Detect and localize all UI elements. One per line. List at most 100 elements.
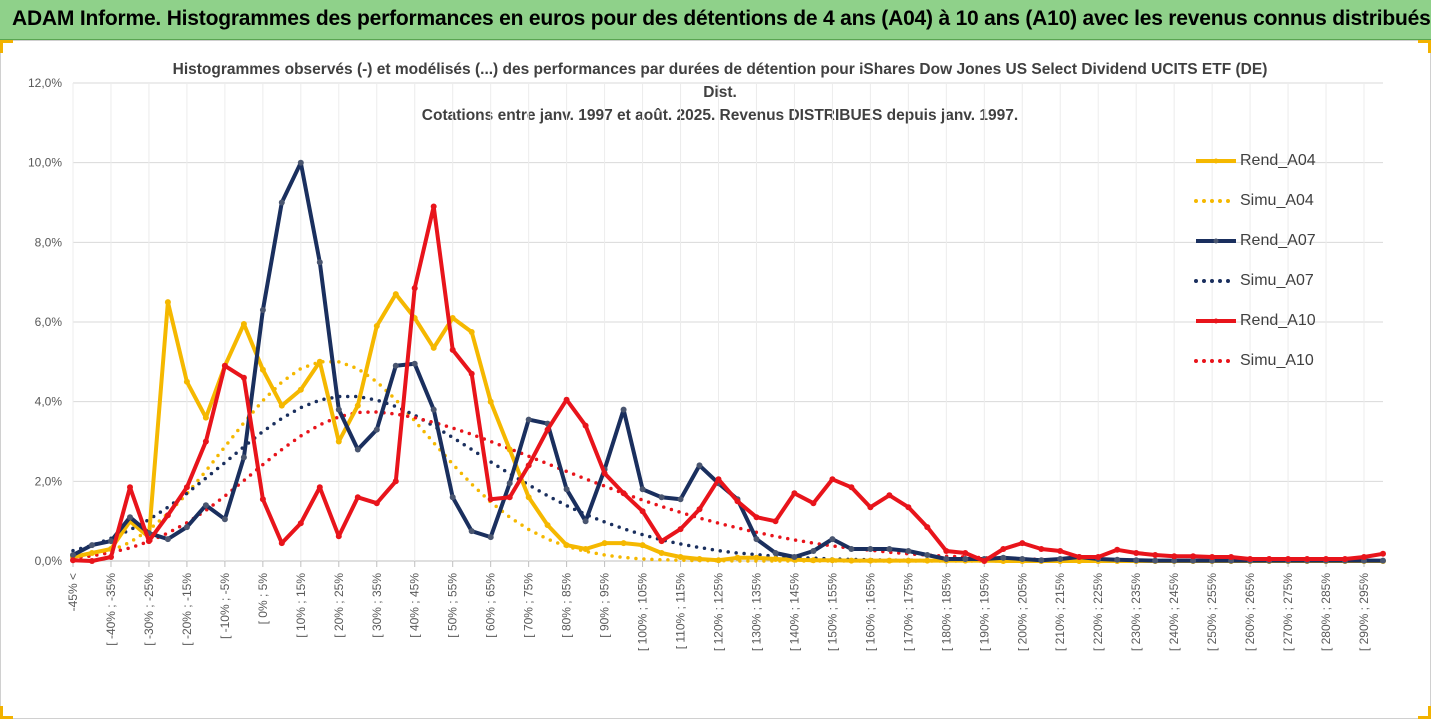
frame-corner-handle[interactable] bbox=[0, 706, 13, 719]
report-title: ADAM Informe. Histogrammes des performan… bbox=[12, 7, 1431, 30]
data-point bbox=[183, 378, 190, 385]
data-point bbox=[1304, 556, 1311, 562]
data-point bbox=[373, 323, 380, 329]
legend-swatch-rend-a04 bbox=[1196, 158, 1236, 164]
data-point bbox=[810, 557, 817, 564]
data-point bbox=[734, 498, 741, 505]
series-markers-rend-a07 bbox=[70, 159, 1386, 564]
data-point bbox=[240, 374, 247, 381]
data-point bbox=[582, 518, 589, 525]
data-point bbox=[278, 199, 285, 206]
data-point bbox=[1266, 556, 1273, 562]
data-point bbox=[981, 558, 988, 564]
data-point bbox=[924, 552, 931, 558]
data-point bbox=[582, 422, 589, 429]
data-point bbox=[70, 552, 76, 558]
legend-label: Simu_A04 bbox=[1240, 192, 1314, 209]
data-point bbox=[468, 528, 475, 535]
data-point bbox=[1019, 556, 1026, 562]
data-point bbox=[1000, 554, 1007, 561]
chart-legend: Rend_A04 Simu_A04 Rend_A07 Simu_A07 Rend… bbox=[1190, 150, 1360, 390]
data-point bbox=[867, 557, 874, 564]
data-point bbox=[316, 259, 323, 266]
series-line-simu-a10 bbox=[71, 410, 1385, 563]
data-point bbox=[1000, 546, 1007, 552]
x-tick-label: [ 190% ; 195% bbox=[977, 573, 991, 651]
data-point bbox=[1190, 553, 1197, 560]
data-point bbox=[506, 446, 513, 453]
x-tick-label: [ 30% ; 35% bbox=[370, 573, 384, 638]
data-point bbox=[1209, 554, 1216, 560]
data-point bbox=[164, 299, 171, 306]
series-line-simu-a07 bbox=[71, 394, 1385, 563]
data-point bbox=[696, 506, 703, 513]
data-point bbox=[430, 344, 437, 351]
data-point bbox=[221, 362, 228, 369]
data-point bbox=[1380, 550, 1386, 557]
x-tick-label: [ 180% ; 185% bbox=[939, 573, 953, 651]
x-tick-label: [ 230% ; 235% bbox=[1129, 573, 1143, 651]
legend-item: Rend_A07 bbox=[1190, 230, 1360, 270]
data-point bbox=[734, 554, 741, 561]
data-point bbox=[1114, 546, 1121, 553]
data-point bbox=[867, 504, 874, 511]
series-line-rend-a04 bbox=[71, 292, 1385, 563]
legend-swatch-simu-a07 bbox=[1194, 279, 1238, 283]
x-tick-label: [ 110% ; 115% bbox=[674, 573, 688, 650]
data-point bbox=[1057, 548, 1064, 554]
data-point bbox=[715, 476, 722, 483]
x-tick-label: [ 80% ; 85% bbox=[560, 573, 574, 638]
y-tick-label: 0,0% bbox=[35, 554, 63, 568]
data-point bbox=[202, 502, 209, 509]
data-point bbox=[1342, 556, 1348, 562]
data-point bbox=[183, 524, 190, 531]
chart-title-line-2: Dist. bbox=[703, 84, 737, 101]
data-point bbox=[259, 307, 266, 313]
data-point bbox=[772, 550, 779, 556]
series-line-rend-a10 bbox=[71, 204, 1385, 563]
y-tick-label: 10,0% bbox=[28, 156, 62, 170]
data-point bbox=[70, 557, 76, 564]
data-point bbox=[89, 542, 95, 549]
series-markers-rend-a10 bbox=[70, 203, 1386, 564]
data-point bbox=[297, 386, 304, 393]
frame-corner-handle[interactable] bbox=[1418, 706, 1431, 719]
data-point bbox=[89, 550, 95, 556]
frame-corner-handle[interactable] bbox=[0, 40, 13, 53]
x-tick-label: [ 130% ; 135% bbox=[749, 573, 763, 651]
data-point bbox=[259, 366, 266, 373]
data-point bbox=[1361, 554, 1367, 560]
x-tick-label: [ 20% ; 25% bbox=[332, 573, 346, 638]
data-point bbox=[829, 557, 836, 564]
data-point bbox=[943, 548, 950, 554]
data-point bbox=[392, 291, 399, 298]
data-point bbox=[108, 554, 114, 560]
legend-item: Rend_A10 bbox=[1190, 310, 1360, 350]
data-point bbox=[639, 542, 646, 549]
data-point bbox=[1247, 556, 1254, 562]
data-point bbox=[620, 490, 627, 497]
legend-label: Simu_A07 bbox=[1240, 272, 1314, 289]
data-point bbox=[696, 462, 703, 469]
legend-label: Simu_A10 bbox=[1240, 352, 1314, 369]
data-point bbox=[753, 536, 760, 543]
legend-swatch-simu-a10 bbox=[1194, 359, 1238, 363]
data-point bbox=[829, 476, 836, 483]
legend-item: Simu_A04 bbox=[1190, 190, 1360, 230]
data-point bbox=[449, 346, 456, 353]
data-point bbox=[943, 556, 950, 562]
data-point bbox=[829, 536, 836, 543]
data-point bbox=[905, 557, 912, 564]
data-point bbox=[373, 500, 380, 507]
frame-corner-handle[interactable] bbox=[1418, 40, 1431, 53]
data-point bbox=[715, 557, 722, 564]
data-point bbox=[582, 546, 589, 552]
x-tick-label: [ 70% ; 75% bbox=[522, 573, 536, 638]
data-point bbox=[259, 496, 266, 503]
data-point bbox=[848, 546, 855, 552]
x-tick-label: [ 100% ; 105% bbox=[636, 573, 650, 651]
data-point bbox=[164, 512, 171, 519]
x-tick-label: [ 280% ; 285% bbox=[1319, 573, 1333, 651]
data-point bbox=[108, 538, 114, 545]
